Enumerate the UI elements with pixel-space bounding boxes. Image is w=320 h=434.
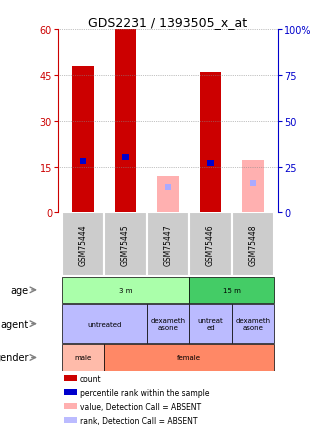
Title: GDS2231 / 1393505_x_at: GDS2231 / 1393505_x_at <box>88 16 248 29</box>
Text: female: female <box>177 355 201 361</box>
FancyBboxPatch shape <box>104 213 147 276</box>
Text: rank, Detection Call = ABSENT: rank, Detection Call = ABSENT <box>80 416 197 425</box>
Bar <box>80 158 86 164</box>
FancyBboxPatch shape <box>104 345 274 371</box>
Text: GSM75447: GSM75447 <box>164 224 172 265</box>
Bar <box>64 375 77 381</box>
FancyBboxPatch shape <box>189 213 232 276</box>
FancyBboxPatch shape <box>189 305 232 343</box>
Text: GSM75448: GSM75448 <box>248 224 257 265</box>
Text: gender: gender <box>0 353 29 363</box>
Text: age: age <box>11 285 29 295</box>
Bar <box>64 418 77 423</box>
FancyBboxPatch shape <box>62 345 104 371</box>
Text: GSM75446: GSM75446 <box>206 224 215 265</box>
Text: untreat
ed: untreat ed <box>197 317 223 330</box>
Bar <box>200 73 221 213</box>
FancyBboxPatch shape <box>147 213 189 276</box>
Bar <box>242 161 264 213</box>
FancyBboxPatch shape <box>62 277 189 303</box>
Bar <box>122 155 129 161</box>
FancyBboxPatch shape <box>62 213 104 276</box>
FancyBboxPatch shape <box>62 305 147 343</box>
Bar <box>72 67 94 213</box>
Text: count: count <box>80 374 101 383</box>
Bar <box>64 404 77 409</box>
Text: 15 m: 15 m <box>223 287 241 293</box>
Text: GSM75444: GSM75444 <box>79 224 88 265</box>
Text: value, Detection Call = ABSENT: value, Detection Call = ABSENT <box>80 402 201 411</box>
Text: GSM75445: GSM75445 <box>121 224 130 265</box>
Bar <box>250 181 256 187</box>
Text: untreated: untreated <box>87 321 122 327</box>
Text: male: male <box>75 355 92 361</box>
Bar <box>207 161 214 167</box>
Bar <box>157 176 179 213</box>
FancyBboxPatch shape <box>232 305 274 343</box>
Text: dexameth
asone: dexameth asone <box>150 317 186 330</box>
FancyBboxPatch shape <box>147 305 189 343</box>
FancyBboxPatch shape <box>189 277 274 303</box>
Text: dexameth
asone: dexameth asone <box>236 317 270 330</box>
Bar <box>115 30 136 213</box>
Bar <box>165 184 171 190</box>
Text: agent: agent <box>1 319 29 329</box>
Bar <box>64 389 77 395</box>
Text: percentile rank within the sample: percentile rank within the sample <box>80 388 209 397</box>
Text: 3 m: 3 m <box>119 287 132 293</box>
FancyBboxPatch shape <box>232 213 274 276</box>
